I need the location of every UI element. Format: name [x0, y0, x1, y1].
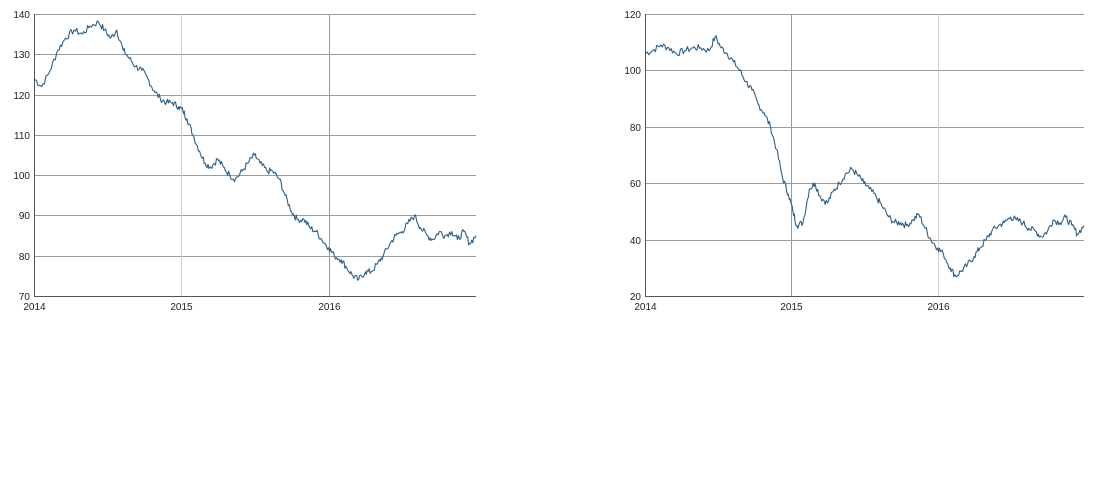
right-x-tick-label: 2016 — [927, 302, 950, 313]
left-y-tick-label: 90 — [19, 211, 31, 222]
left-series-line — [33, 20, 477, 281]
left-x-tick-label: 2014 — [23, 302, 46, 313]
left-y-tick-label: 70 — [19, 292, 31, 303]
right-x-tick-label: 2015 — [780, 302, 803, 313]
right-y-tick-label: 100 — [624, 66, 641, 77]
right-x-tick-label: 2014 — [634, 302, 657, 313]
right-line-chart: 20 40 60 80 100 120 2014 2015 2016 — [600, 0, 1105, 330]
left-y-tick-label: 80 — [19, 252, 31, 263]
right-y-tick-label: 120 — [624, 10, 641, 21]
left-y-tick-label: 130 — [13, 50, 30, 61]
left-y-tick-label: 140 — [13, 10, 30, 21]
right-y-tick-label: 60 — [630, 179, 642, 190]
left-x-tick-label: 2015 — [170, 302, 193, 313]
right-series-line — [644, 35, 1085, 278]
right-chart-canvas: 20 40 60 80 100 120 2014 2015 2016 — [624, 10, 1085, 313]
left-y-tick-label: 110 — [14, 131, 30, 142]
right-y-tick-label: 20 — [630, 292, 642, 303]
left-y-tick-label: 100 — [13, 171, 30, 182]
left-y-tick-label: 120 — [13, 91, 30, 102]
left-chart-canvas: 70 80 90 100 110 120 130 140 2014 2015 2016 — [13, 10, 477, 313]
left-line-chart: 70 80 90 100 110 120 130 140 2014 2015 2016 — [0, 0, 552, 330]
left-x-tick-label: 2016 — [318, 302, 341, 313]
right-y-tick-label: 80 — [630, 123, 642, 134]
right-y-tick-label: 40 — [630, 236, 642, 247]
